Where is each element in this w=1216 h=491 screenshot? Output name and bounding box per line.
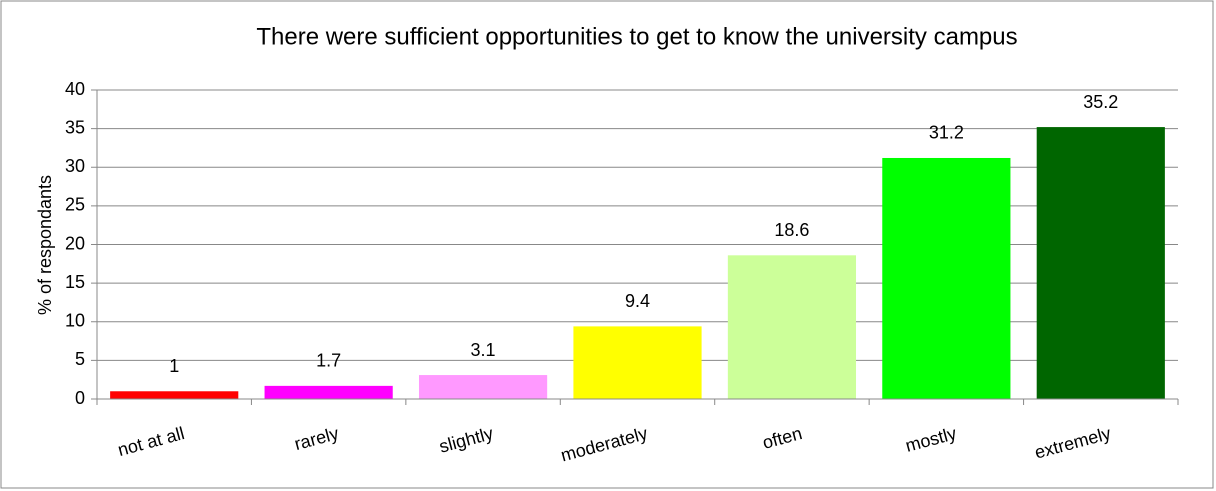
y-tick-label: 20 [65,233,85,253]
y-tick-label: 40 [65,79,85,99]
y-axis-label: % of respondants [35,175,55,315]
bar [418,375,548,399]
bar [1036,127,1165,399]
y-tick-label: 25 [65,195,85,215]
y-tick-label: 10 [65,311,85,331]
data-label: 1.7 [316,351,341,371]
chart-title: There were sufficient opportunities to g… [256,23,1017,50]
bar [110,391,239,399]
data-label: 3.1 [471,340,496,360]
data-label: 1 [169,356,179,376]
y-tick-label: 30 [65,156,85,176]
bar [264,385,393,399]
data-label: 18.6 [774,220,809,240]
data-label: 31.2 [929,123,964,143]
bar [882,157,1011,399]
y-tick-label: 35 [65,117,85,137]
y-tick-label: 0 [75,388,85,408]
y-tick-label: 5 [75,349,85,369]
data-label: 35.2 [1083,92,1118,112]
bar [573,326,702,399]
y-tick-label: 15 [65,272,85,292]
data-label: 9.4 [625,291,650,311]
bar [727,255,857,399]
